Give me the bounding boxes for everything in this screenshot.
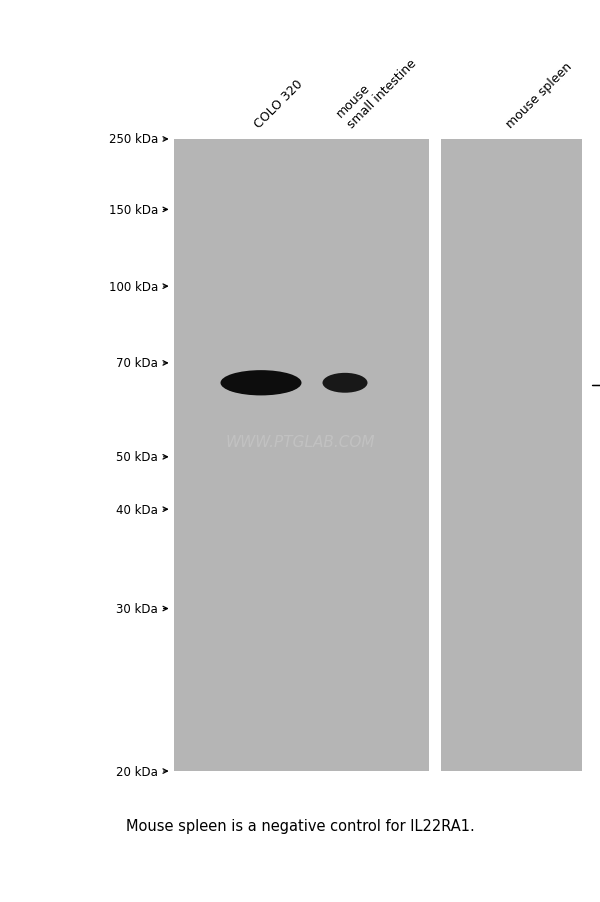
Text: COLO 320: COLO 320 — [252, 78, 305, 131]
Text: Mouse spleen is a negative control for IL22RA1.: Mouse spleen is a negative control for I… — [125, 818, 475, 833]
Text: 150 kDa: 150 kDa — [109, 204, 158, 216]
Text: 70 kDa: 70 kDa — [116, 357, 158, 370]
Ellipse shape — [227, 383, 295, 394]
Text: mouse spleen: mouse spleen — [504, 60, 575, 131]
Text: WWW.PTGLAB.COM: WWW.PTGLAB.COM — [225, 435, 375, 449]
Text: 40 kDa: 40 kDa — [116, 503, 158, 516]
Text: 50 kDa: 50 kDa — [116, 451, 158, 464]
Text: 30 kDa: 30 kDa — [116, 603, 158, 615]
Text: 250 kDa: 250 kDa — [109, 133, 158, 146]
Text: 100 kDa: 100 kDa — [109, 281, 158, 293]
Ellipse shape — [221, 371, 302, 396]
Text: mouse
small intestine: mouse small intestine — [334, 46, 419, 131]
Ellipse shape — [326, 384, 364, 391]
Bar — [174, 140, 429, 771]
Ellipse shape — [323, 373, 367, 393]
Text: 20 kDa: 20 kDa — [116, 765, 158, 778]
Bar — [441, 140, 582, 771]
